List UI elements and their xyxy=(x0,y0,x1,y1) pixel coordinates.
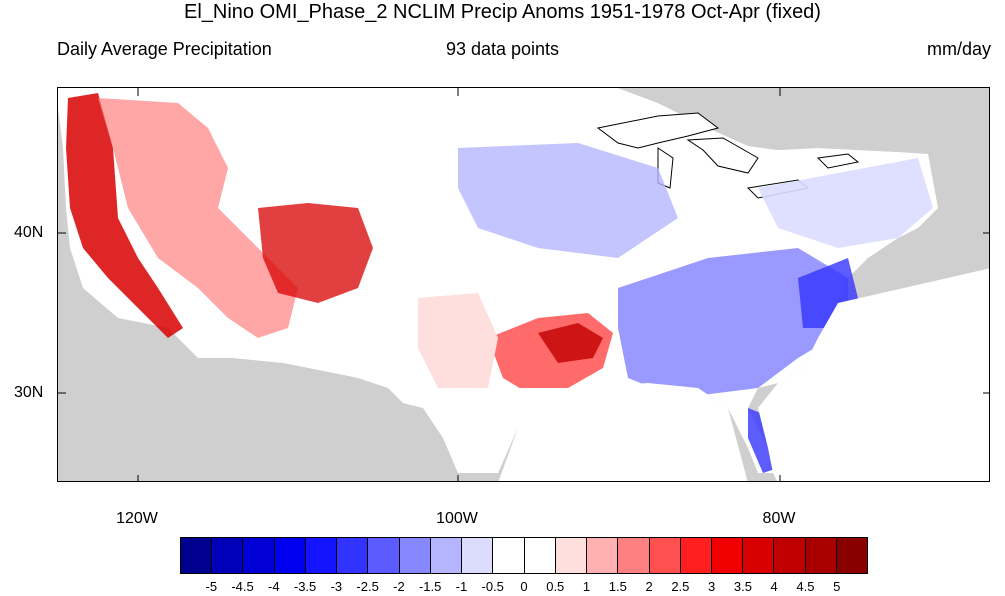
colorbar-tick-label: -4.5 xyxy=(231,579,254,594)
colorbar-swatch xyxy=(711,538,744,573)
anomaly-southeast xyxy=(618,248,848,398)
colorbar-swatch xyxy=(493,538,525,573)
colorbar-tick-label: 3.5 xyxy=(733,579,752,594)
colorbar-tick-label: 4.5 xyxy=(796,579,815,594)
colorbar-tick-label: 1.5 xyxy=(608,579,627,594)
colorbar xyxy=(180,537,868,574)
colorbar-tick-label: -4 xyxy=(268,579,280,594)
great-lakes xyxy=(596,112,860,199)
lon-label-120w: 120W xyxy=(116,510,158,527)
colorbar-swatch xyxy=(743,538,775,573)
colorbar-swatch xyxy=(368,538,400,573)
colorbar-swatch xyxy=(680,538,712,573)
lon-label-100w: 100W xyxy=(436,510,478,527)
map-ticks xyxy=(58,88,989,481)
atlantic-ocean xyxy=(758,268,989,481)
colorbar-tick-label: -5 xyxy=(205,579,218,594)
colorbar-tick-label: 2 xyxy=(645,579,653,594)
gulf-of-mexico xyxy=(488,383,748,481)
lon-label-80w: 80W xyxy=(762,510,796,527)
colorbar-swatch xyxy=(399,538,431,573)
colorbar-swatch xyxy=(181,538,213,573)
colorbar-swatch xyxy=(555,538,588,573)
colorbar-tick-label: 5 xyxy=(833,579,841,594)
colorbar-tick-label: -2 xyxy=(393,579,405,594)
colorbar-tick-label: 2.5 xyxy=(671,579,690,594)
anomaly-pink xyxy=(418,293,498,388)
colorbar-tick-label: 0.5 xyxy=(546,579,565,594)
colorbar-swatch xyxy=(836,538,868,573)
map-graphic xyxy=(58,88,989,481)
anomaly-texas-core xyxy=(538,323,603,363)
canada-land xyxy=(298,88,989,152)
colorbar-swatch xyxy=(618,538,650,573)
colorbar-swatch xyxy=(587,538,619,573)
colorbar-swatch xyxy=(774,538,806,573)
data-points-label: 93 data points xyxy=(445,39,560,59)
colorbar-swatch xyxy=(305,538,338,573)
anomaly-northern-plains xyxy=(458,143,678,258)
anomaly-northeast xyxy=(758,158,933,248)
colorbar-swatch xyxy=(337,538,369,573)
colorbar-swatch xyxy=(243,538,275,573)
lat-label-40n: 40N xyxy=(14,224,44,241)
colorbar-swatch xyxy=(274,538,306,573)
colorbar-tick-label: -1.5 xyxy=(418,579,442,594)
units-label: mm/day xyxy=(926,39,991,59)
anomaly-west xyxy=(98,98,298,338)
colorbar-tick-label: 4 xyxy=(770,579,778,594)
colorbar-tick-label: -0.5 xyxy=(481,579,504,594)
colorbar-swatch xyxy=(805,538,837,573)
colorbar-tick-label: -3 xyxy=(330,579,343,594)
colorbar-swatch xyxy=(462,538,494,573)
colorbar-tick-label: -2.5 xyxy=(356,579,379,594)
colorbar-tick-label: -1 xyxy=(455,579,468,594)
colorbar-tick-label: 1 xyxy=(582,579,591,594)
colorbar-swatch xyxy=(649,538,681,573)
precip-anomaly-map xyxy=(57,87,990,482)
colorbar-swatch xyxy=(212,538,244,573)
colorbar-tick-label: 3 xyxy=(708,579,716,594)
colorbar-tick-label: 0 xyxy=(520,579,528,594)
anomaly-colorado xyxy=(258,203,373,303)
map-title: El_Nino OMI_Phase_2 NCLIM Precip Anoms 1… xyxy=(184,1,821,23)
mexico-land xyxy=(198,358,458,481)
colorbar-swatch xyxy=(430,538,463,573)
lat-label-30n: 30N xyxy=(14,384,44,401)
colorbar-tick-label: -3.5 xyxy=(293,579,317,594)
anomaly-pacific-nw xyxy=(66,93,183,338)
variable-label: Daily Average Precipitation xyxy=(57,39,272,59)
colorbar-swatch xyxy=(524,538,556,573)
